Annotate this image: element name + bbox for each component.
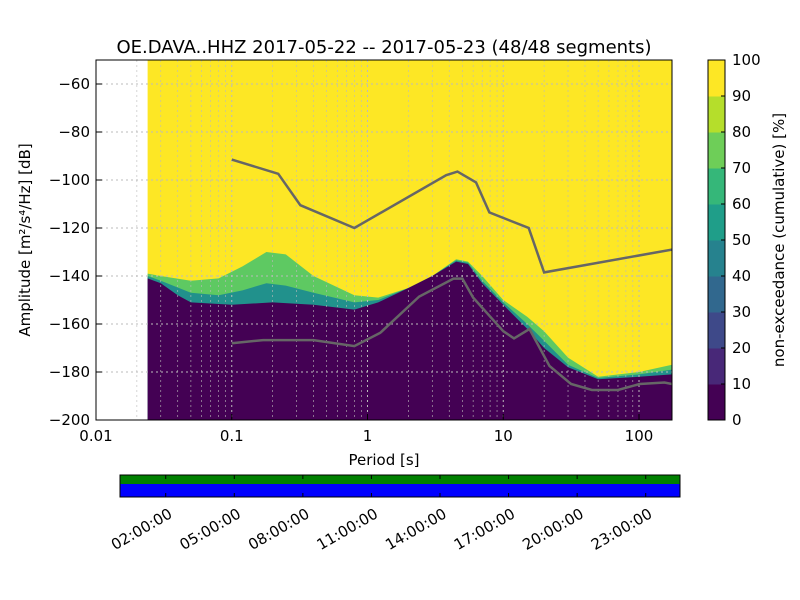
timeline-tick-label: 14:00:00 — [382, 505, 449, 554]
colorbar-segment — [708, 240, 725, 277]
series-line-nhnm — [231, 158, 672, 274]
y-tick-label: −120 — [49, 219, 90, 237]
timeline-tick-label: 23:00:00 — [588, 505, 655, 554]
colorbar-tick-label: 100 — [732, 51, 761, 69]
y-tick-label: −60 — [58, 75, 90, 93]
colorbar-segment — [708, 312, 725, 349]
y-tick-label: −180 — [49, 363, 90, 381]
colorbar-segment — [708, 96, 725, 133]
colorbar-tick-label: 0 — [732, 411, 742, 429]
timeline-tick-label: 08:00:00 — [245, 505, 312, 554]
series-line-nlnm — [231, 277, 672, 392]
colorbar-tick-label: 60 — [732, 195, 751, 213]
colorbar-tick-label: 50 — [732, 231, 751, 249]
heatmap-zero-percent-region — [147, 261, 672, 420]
y-axis-label: Amplitude [m²/s⁴/Hz] [dB] — [16, 143, 34, 336]
plot-area — [147, 60, 672, 420]
x-tick-label: 1 — [363, 427, 373, 445]
y-tick-label: −160 — [49, 315, 90, 333]
x-tick-label: 10 — [494, 427, 513, 445]
colorbar: 0 10 20 30 40 50 60 70 80 90 100 — [707, 51, 761, 429]
timeline-tick-label: 20:00:00 — [519, 505, 586, 554]
timeline: 02:00:00 05:00:00 08:00:00 11:00:00 14:00:00… — [108, 474, 681, 554]
chart-title: OE.DAVA..HHZ 2017-05-22 -- 2017-05-23 (4… — [116, 37, 651, 58]
colorbar-tick-label: 10 — [732, 375, 751, 393]
colorbar-tick-label: 70 — [732, 159, 751, 177]
y-tick-label: −200 — [49, 411, 90, 429]
x-tick-label: 100 — [625, 427, 654, 445]
colorbar-segment — [708, 384, 725, 421]
colorbar-tick-label: 20 — [732, 339, 751, 357]
plot-frame — [95, 59, 673, 421]
colorbar-tick-label: 90 — [732, 87, 751, 105]
colorbar-tick-label: 80 — [732, 123, 751, 141]
colorbar-segment — [708, 348, 725, 385]
y-tick-label: −100 — [49, 171, 90, 189]
x-tick-label: 0.01 — [79, 427, 112, 445]
colorbar-segment — [708, 204, 725, 241]
y-tick-label: −80 — [58, 123, 90, 141]
colorbar-label: non-exceedance (cumulative) [%] — [770, 113, 788, 367]
timeline-frame — [119, 474, 681, 498]
grid — [95, 60, 672, 421]
colorbar-tick-label: 40 — [732, 267, 751, 285]
colorbar-segment — [708, 276, 725, 313]
timeline-tick-label: 05:00:00 — [177, 505, 244, 554]
colorbar-segment — [708, 60, 725, 97]
x-axis-label: Period [s] — [348, 451, 419, 469]
noise-model-lines — [231, 158, 672, 392]
timeline-tick-label: 02:00:00 — [108, 505, 175, 554]
data-availability-bar — [120, 484, 680, 497]
timeline-tick-label: 17:00:00 — [451, 505, 518, 554]
axes: 0.01 0.1 1 10 100 −60 −80 −100 −120 −140 −160 −180 −… — [49, 75, 654, 445]
colorbar-segment — [708, 132, 725, 169]
y-tick-label: −140 — [49, 267, 90, 285]
timeline-tick-label: 11:00:00 — [314, 505, 381, 554]
colorbar-tick-label: 30 — [732, 303, 751, 321]
colorbar-segment — [708, 168, 725, 205]
x-tick-label: 0.1 — [220, 427, 244, 445]
data-coverage-bar — [120, 475, 680, 484]
